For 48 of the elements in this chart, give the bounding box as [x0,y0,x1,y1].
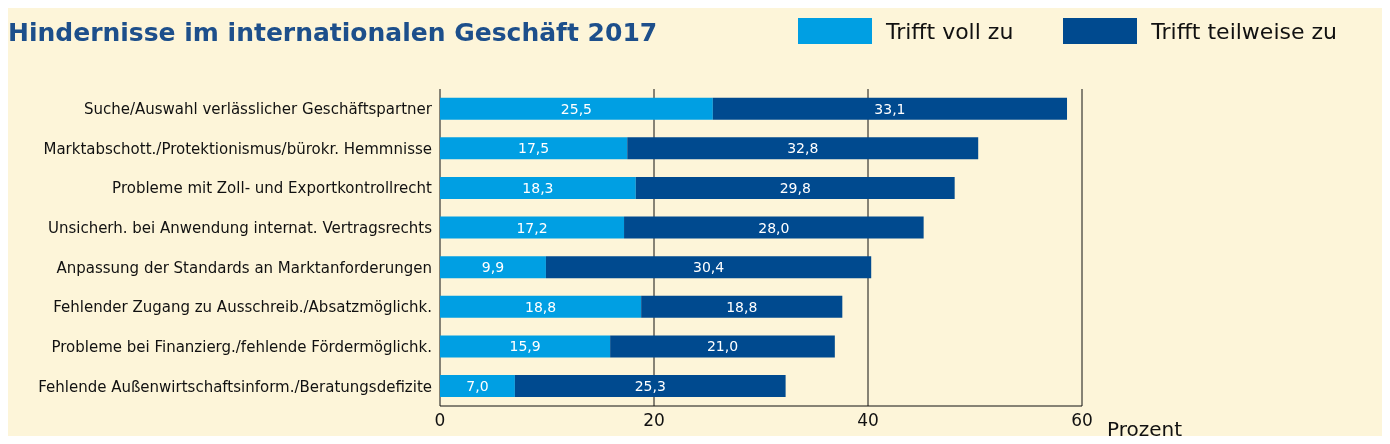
y-tick-label: Suche/Auswahl verlässlicher Geschäftspartner [83,100,433,119]
data-label: 18,8 [524,298,557,315]
x-tick-label: 60 [1071,410,1093,431]
y-tick-label: Probleme bei Finanzierg./fehlende Fördermöglichk. [51,337,432,356]
bar [440,176,636,199]
data-label: 9,9 [481,259,505,276]
legend-label: Trifft voll zu [886,18,1014,44]
data-label: 21,0 [706,338,739,355]
bar [624,216,924,239]
data-label: 29,8 [779,179,811,196]
bar [627,137,979,160]
bar [440,97,713,120]
x-axis-title: Prozent [1107,417,1183,442]
bar [440,335,611,358]
y-tick-label: Probleme mit Zoll- und Exportkontrollrecht [112,179,433,198]
data-label: 28,0 [758,219,790,236]
bar [440,216,625,239]
bar [514,375,786,398]
bar [440,256,546,279]
bar [610,335,835,358]
y-tick-label: Anpassung der Standards an Marktanforderungen [56,258,432,277]
data-label: 18,3 [522,179,554,196]
data-label: 25,3 [634,378,666,395]
data-label: 15,9 [509,338,541,355]
data-label: 30,4 [692,259,725,276]
bar [712,97,1068,120]
data-label: 17,2 [516,219,548,236]
bar [440,137,628,160]
y-tick-label: Marktabschott./Protektionismus/bürokr. Hemmnisse [43,139,432,158]
y-tick-label: Fehlender Zugang zu Ausschreib./Absatzmöglichk. [53,298,432,317]
legend-label: Trifft teilweise zu [1151,18,1337,44]
bar [635,176,955,199]
chart-title: Hindernisse im internationalen Geschäft 2017 [8,18,658,47]
data-label: 18,8 [726,298,758,315]
data-label: 7,0 [466,378,489,395]
bar [440,295,642,318]
x-tick-label: 0 [434,410,446,431]
data-label: 25,5 [560,100,593,117]
x-tick-label: 20 [643,410,665,431]
data-label: 32,8 [787,140,819,157]
y-tick-label: Unsicherh. bei Anwendung internat. Vertragsrechts [47,219,433,238]
y-tick-label: Fehlende Außenwirtschaftsinform./Beratungsdefizite [38,377,432,396]
bar [545,256,872,279]
data-label: 33,1 [874,100,906,117]
bar [641,295,843,318]
x-tick-label: 40 [857,410,879,431]
data-label: 17,5 [518,140,550,157]
bar [440,375,515,398]
